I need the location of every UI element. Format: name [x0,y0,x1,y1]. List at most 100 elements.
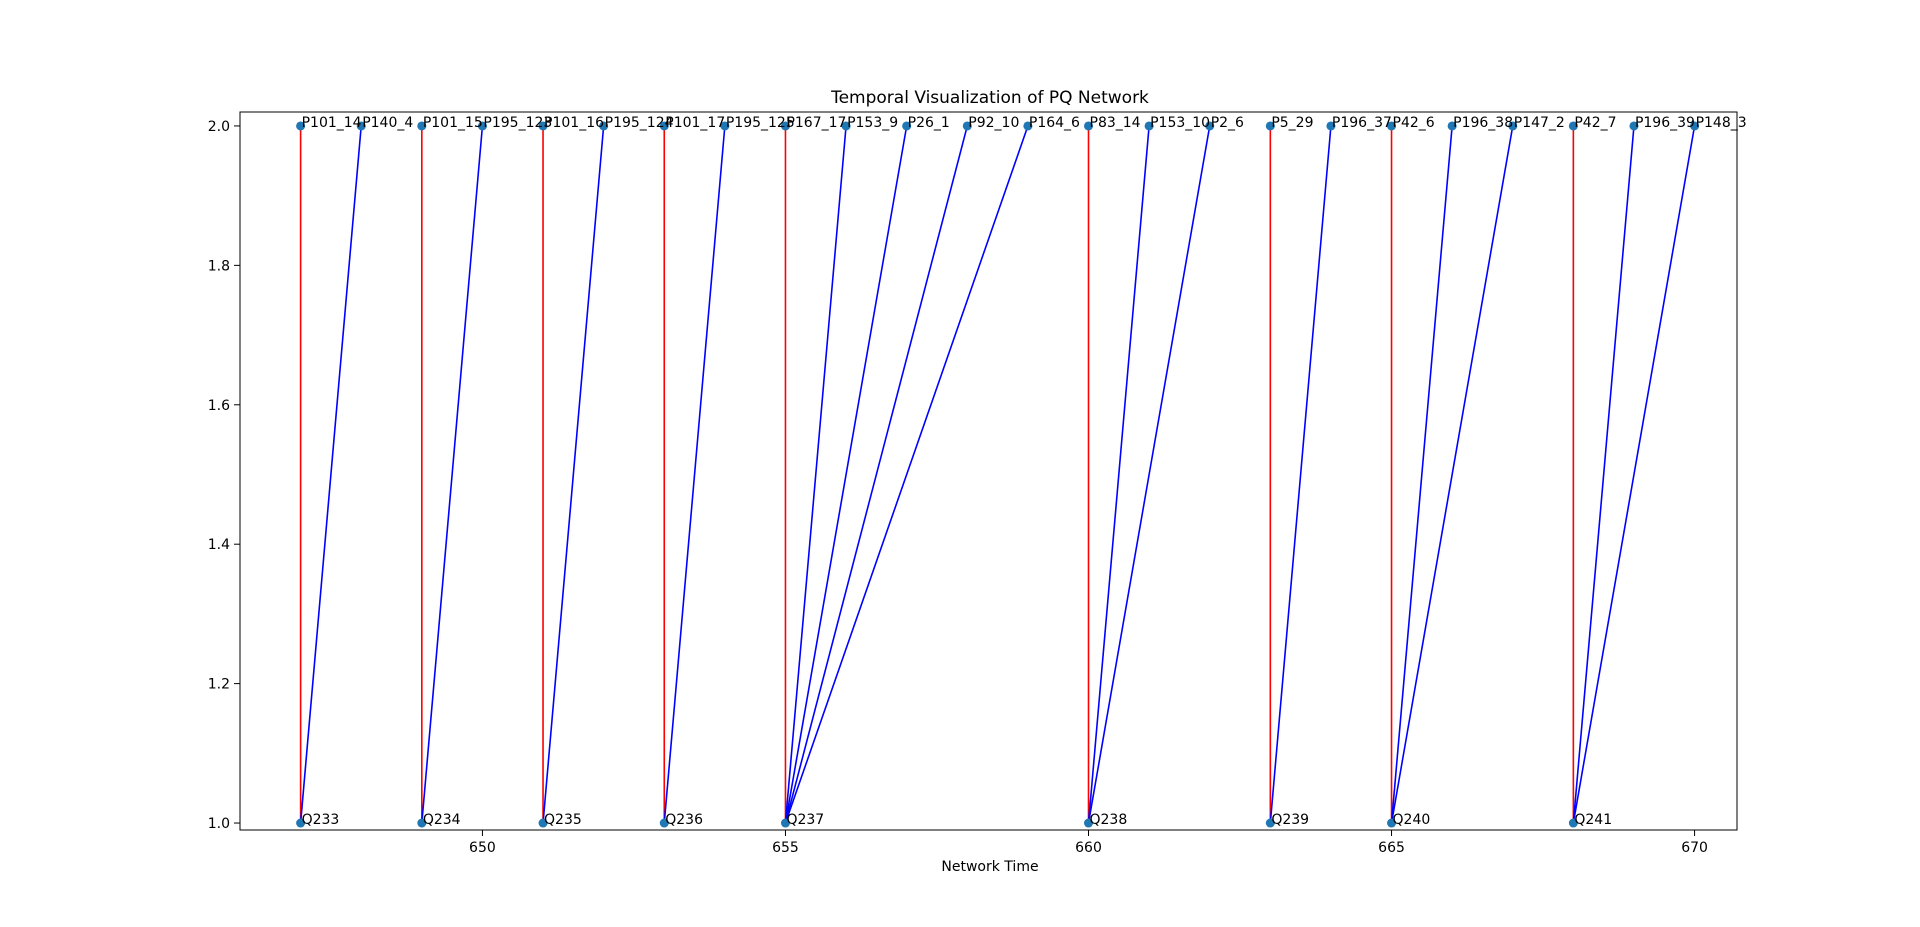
x-tick-label-665: 665 [1378,840,1405,856]
y-tick-label-1-8: 1.8 [208,258,230,274]
node-label-q239: Q239 [1271,812,1309,828]
edge-q237-p92_10 [784,125,969,824]
node-label-q234: Q234 [423,812,461,828]
node-point-q234 [417,818,427,828]
edge-q237-p164_6 [784,125,1029,824]
x-tick-label-660: 660 [1075,840,1102,856]
node-point-q233 [296,818,306,828]
node-point-p83_14 [1084,121,1094,131]
points-layer [296,121,1700,828]
node-point-p101_15 [417,121,427,131]
node-label-p2_6: P2_6 [1211,115,1244,131]
node-point-p2_6 [1205,121,1215,131]
node-label-p140_4: P140_4 [362,115,413,131]
chart-title: Temporal Visualization of PQ Network [830,88,1149,108]
node-label-p195_123: P195_123 [483,115,552,131]
node-point-p42_6 [1387,121,1397,131]
node-point-p164_6 [1023,121,1033,131]
node-label-p42_7: P42_7 [1574,115,1616,131]
node-label-p164_6: P164_6 [1029,115,1080,131]
plot-frame [239,111,1738,831]
node-label-p147_2: P147_2 [1514,115,1565,131]
y-axis: 1.0 1.2 1.4 1.6 1.8 2.0 [208,119,240,832]
node-point-p101_17 [659,121,669,131]
edge-q239-p196_37 [1269,125,1332,824]
node-point-q238 [1084,818,1094,828]
y-tick-label-1-4: 1.4 [208,537,230,553]
node-label-p153_9: P153_9 [847,115,898,131]
node-label-p101_15: P101_15 [423,115,483,131]
edge-q237-p153_9 [784,125,847,824]
node-label-p196_37: P196_37 [1332,115,1392,131]
node-label-p148_3: P148_3 [1696,115,1747,131]
edges-layer [299,125,1696,824]
node-label-q237: Q237 [786,812,824,828]
node-label-p92_10: P92_10 [968,115,1019,131]
x-axis: 650 655 660 665 670 [469,830,1708,856]
node-label-p101_16: P101_16 [544,115,604,131]
x-axis-label: Network Time [941,859,1038,875]
node-label-p5_29: P5_29 [1271,115,1313,131]
node-label-p196_39: P196_39 [1635,115,1695,131]
node-label-p83_14: P83_14 [1090,115,1141,131]
node-point-p195_125 [720,121,730,131]
node-point-p5_29 [1265,121,1275,131]
node-label-q238: Q238 [1090,812,1128,828]
y-tick-label-1-6: 1.6 [208,398,230,414]
edge-q240-p147_2 [1390,125,1514,824]
node-label-p101_17: P101_17 [665,115,725,131]
node-point-p196_39 [1629,121,1639,131]
edge-q241-p196_39 [1572,125,1635,824]
edge-q238-p153_10 [1087,125,1150,824]
node-point-p140_4 [356,121,366,131]
node-point-q240 [1387,818,1397,828]
node-point-p195_123 [477,121,487,131]
node-point-q235 [538,818,548,828]
node-point-p167_17 [780,121,790,131]
node-point-q237 [780,818,790,828]
node-label-p195_125: P195_125 [726,115,795,131]
node-point-p42_7 [1568,121,1578,131]
node-point-p92_10 [962,121,972,131]
edge-q236-p195_125 [663,125,726,824]
node-label-p101_14: P101_14 [302,115,362,131]
node-point-p153_10 [1144,121,1154,131]
edge-q233-p140_4 [299,125,363,824]
edge-q240-p196_38 [1390,125,1453,824]
node-point-q236 [659,818,669,828]
node-label-p167_17: P167_17 [786,115,846,131]
node-label-q241: Q241 [1574,812,1612,828]
node-label-q235: Q235 [544,812,582,828]
node-label-q233: Q233 [302,812,340,828]
node-label-p42_6: P42_6 [1393,115,1435,131]
node-point-p148_3 [1690,121,1700,131]
node-point-p195_124 [599,121,609,131]
edge-q234-p195_123 [421,125,484,824]
node-label-q236: Q236 [665,812,703,828]
edge-q235-p195_124 [542,125,605,824]
x-tick-label-670: 670 [1681,840,1708,856]
edge-q241-p148_3 [1572,125,1696,824]
node-point-p101_16 [538,121,548,131]
node-label-p26_1: P26_1 [908,115,950,131]
y-tick-label-1: 1.0 [208,816,230,832]
edge-q237-p26_1 [784,125,908,824]
node-label-p195_124: P195_124 [605,115,674,131]
y-tick-label-2: 2.0 [208,119,230,135]
edge-q238-p2_6 [1087,125,1211,824]
node-point-p153_9 [841,121,851,131]
x-tick-label-655: 655 [772,840,799,856]
x-tick-label-650: 650 [469,840,496,856]
node-point-p147_2 [1508,121,1518,131]
node-point-q239 [1265,818,1275,828]
node-label-p153_10: P153_10 [1150,115,1210,131]
node-label-q240: Q240 [1393,812,1431,828]
node-point-p196_37 [1326,121,1336,131]
node-point-q241 [1568,818,1578,828]
node-point-p26_1 [902,121,912,131]
y-tick-label-1-2: 1.2 [208,677,230,693]
node-point-p196_38 [1447,121,1457,131]
